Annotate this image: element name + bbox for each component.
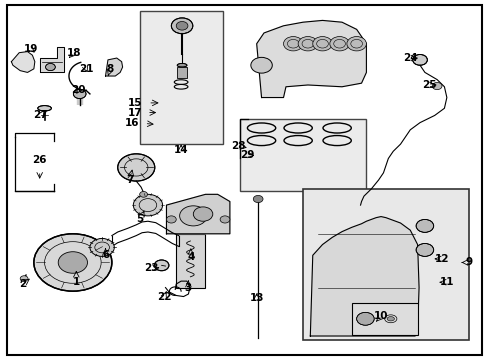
Bar <box>351 303 417 335</box>
Bar <box>303 189 468 339</box>
Text: 14: 14 <box>173 144 188 154</box>
Text: 28: 28 <box>231 141 245 151</box>
Circle shape <box>90 238 114 256</box>
Polygon shape <box>310 217 418 336</box>
Text: 17: 17 <box>127 108 142 118</box>
Polygon shape <box>40 47 64 72</box>
Text: 20: 20 <box>71 85 86 95</box>
Polygon shape <box>256 21 366 98</box>
Circle shape <box>166 216 176 223</box>
Circle shape <box>253 195 263 203</box>
Bar <box>177 67 186 78</box>
Text: 4: 4 <box>187 252 194 262</box>
Text: 15: 15 <box>127 98 142 108</box>
Circle shape <box>220 216 229 223</box>
Text: 13: 13 <box>249 293 264 303</box>
Ellipse shape <box>38 105 51 111</box>
Text: 7: 7 <box>126 175 133 185</box>
Text: 6: 6 <box>102 250 109 260</box>
Circle shape <box>118 154 155 181</box>
Text: 29: 29 <box>239 150 254 160</box>
Bar <box>176 234 204 288</box>
Circle shape <box>346 37 366 51</box>
Text: 21: 21 <box>79 64 93 74</box>
Text: 25: 25 <box>422 80 436 90</box>
Text: 26: 26 <box>32 155 47 165</box>
Circle shape <box>415 243 433 256</box>
Text: 8: 8 <box>106 64 114 74</box>
Circle shape <box>45 63 55 71</box>
Circle shape <box>312 37 331 51</box>
Circle shape <box>34 234 112 291</box>
Text: 12: 12 <box>434 254 448 264</box>
Circle shape <box>193 207 212 221</box>
Text: 18: 18 <box>66 48 81 58</box>
Circle shape <box>73 89 86 99</box>
Polygon shape <box>11 51 35 72</box>
Text: 5: 5 <box>136 215 143 224</box>
Circle shape <box>412 54 427 65</box>
Text: 3: 3 <box>184 283 192 293</box>
Circle shape <box>356 312 373 325</box>
Circle shape <box>171 18 192 34</box>
Circle shape <box>329 37 348 51</box>
Circle shape <box>140 192 147 197</box>
Text: 11: 11 <box>439 277 453 287</box>
Polygon shape <box>166 194 229 234</box>
Text: 16: 16 <box>125 118 139 128</box>
Bar <box>140 12 222 144</box>
Text: 27: 27 <box>33 111 48 121</box>
Text: 2: 2 <box>19 279 26 289</box>
Circle shape <box>179 206 206 226</box>
Circle shape <box>176 22 187 30</box>
Circle shape <box>431 82 441 90</box>
Ellipse shape <box>386 317 394 321</box>
Text: 23: 23 <box>144 263 159 273</box>
Circle shape <box>154 260 168 271</box>
Polygon shape <box>105 58 122 76</box>
Circle shape <box>298 37 317 51</box>
Bar <box>239 119 366 191</box>
Ellipse shape <box>177 63 186 67</box>
Text: 24: 24 <box>402 53 417 63</box>
Text: 10: 10 <box>373 311 387 321</box>
Circle shape <box>415 220 433 232</box>
Circle shape <box>283 37 303 51</box>
Circle shape <box>250 57 272 73</box>
Circle shape <box>133 194 162 216</box>
Text: 19: 19 <box>24 44 38 54</box>
Circle shape <box>58 252 87 273</box>
Text: 22: 22 <box>157 292 171 302</box>
Circle shape <box>20 276 28 282</box>
Text: 9: 9 <box>464 257 471 267</box>
Text: 1: 1 <box>73 277 80 287</box>
